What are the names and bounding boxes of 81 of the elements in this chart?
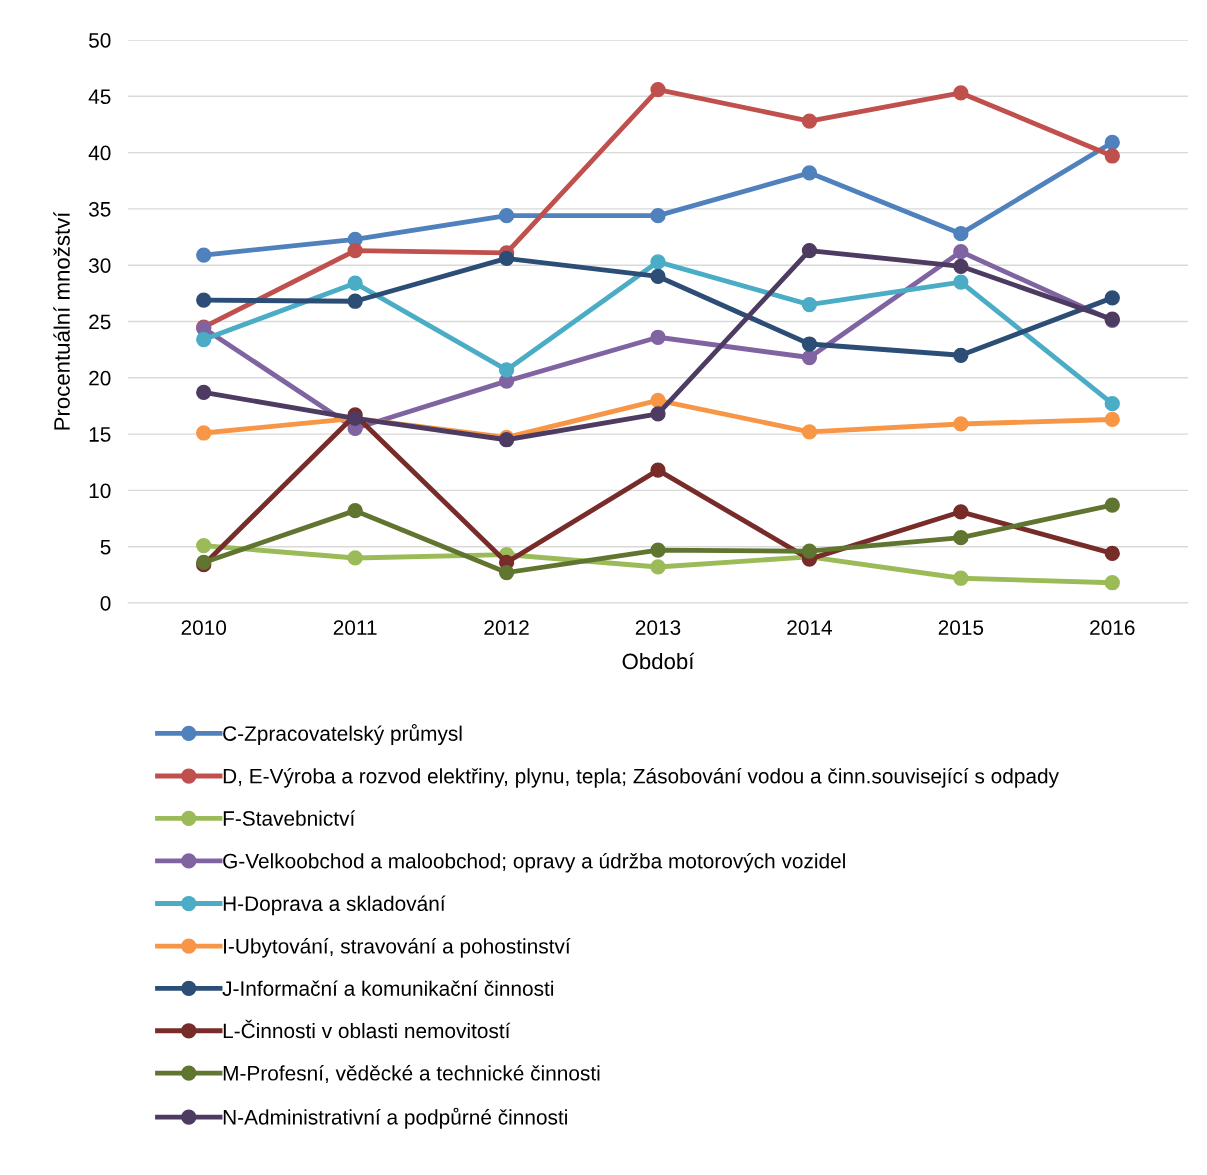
point bbox=[1104, 148, 1120, 164]
legend-label: F-Stavebnictví bbox=[223, 810, 356, 826]
point bbox=[196, 247, 212, 263]
y-tick-label: 35 bbox=[88, 201, 111, 217]
point bbox=[347, 503, 363, 519]
legend-label: H-Doprava a skladování bbox=[223, 895, 446, 916]
point bbox=[801, 113, 818, 129]
point bbox=[953, 274, 969, 290]
point bbox=[650, 392, 666, 408]
y-axis-title: Procentuální množství bbox=[53, 211, 70, 430]
point bbox=[498, 250, 515, 267]
point bbox=[953, 226, 969, 242]
legend-label: I-Ubytování, stravování a pohostinství bbox=[224, 938, 571, 958]
y-tick-label: 20 bbox=[89, 370, 111, 386]
point bbox=[347, 242, 363, 259]
point bbox=[347, 550, 363, 566]
point bbox=[650, 254, 666, 270]
legend-label: C-Zpracovatelský průmysl bbox=[223, 723, 462, 746]
point bbox=[801, 296, 818, 313]
point bbox=[953, 85, 969, 101]
point bbox=[650, 559, 666, 575]
point bbox=[1104, 134, 1120, 151]
point bbox=[347, 293, 363, 309]
point bbox=[196, 331, 212, 348]
point bbox=[1104, 411, 1120, 428]
y-tick-label: 40 bbox=[88, 145, 111, 161]
point bbox=[650, 406, 666, 422]
point bbox=[650, 81, 666, 98]
x-tick-label: 2015 bbox=[938, 620, 984, 635]
legend-label: N-Administrativní a podpůrné činnosti bbox=[223, 1107, 567, 1129]
point bbox=[498, 208, 515, 224]
x-tick-label: 2010 bbox=[181, 620, 227, 635]
point bbox=[953, 504, 969, 520]
x-tick-label: 2011 bbox=[333, 620, 377, 635]
point bbox=[650, 208, 666, 224]
y-tick-label: 45 bbox=[88, 89, 111, 105]
point bbox=[650, 329, 666, 345]
point bbox=[196, 292, 212, 308]
point bbox=[498, 362, 515, 378]
point bbox=[347, 275, 363, 291]
legend-label: L-Činnosti v oblasti nemovitostí bbox=[223, 1019, 511, 1039]
point bbox=[650, 268, 666, 285]
point bbox=[801, 336, 818, 352]
point bbox=[953, 347, 969, 363]
y-tick-label: 15 bbox=[89, 427, 111, 442]
point bbox=[801, 349, 818, 366]
point bbox=[1104, 497, 1120, 513]
point bbox=[1104, 290, 1120, 306]
y-tick-label: 50 bbox=[89, 33, 111, 48]
point bbox=[801, 165, 818, 181]
point bbox=[1104, 575, 1120, 591]
x-tick-label: 2014 bbox=[787, 620, 832, 635]
x-tick-label: 2012 bbox=[484, 620, 529, 635]
x-tick-label: 2013 bbox=[635, 620, 681, 635]
y-tick-label: 30 bbox=[88, 258, 111, 273]
point bbox=[196, 537, 212, 554]
point bbox=[196, 384, 212, 401]
point bbox=[953, 244, 969, 260]
point bbox=[953, 570, 969, 586]
point bbox=[650, 462, 666, 478]
point bbox=[650, 542, 666, 558]
legend-label: M-Profesní, věděcké a technické činnosti bbox=[223, 1065, 600, 1084]
y-tick-label: 0 bbox=[100, 596, 111, 611]
point bbox=[1104, 545, 1120, 562]
y-tick-label: 5 bbox=[100, 539, 111, 555]
point bbox=[498, 564, 515, 581]
point bbox=[953, 258, 969, 274]
legend-label: G-Velkoobchod a maloobchod; opravy a údržba motorových vozidel bbox=[223, 852, 845, 873]
point bbox=[953, 530, 969, 546]
y-tick-label: 25 bbox=[89, 314, 111, 330]
y-tick-label: 10 bbox=[89, 483, 111, 499]
point bbox=[801, 543, 818, 559]
point bbox=[1104, 396, 1120, 412]
point bbox=[953, 416, 969, 432]
x-axis-title: Období bbox=[622, 652, 695, 670]
point bbox=[801, 424, 818, 440]
legend-label: J-Informační a komunikační činnosti bbox=[222, 980, 554, 996]
legend-label: D, E-Výroba a rozvod elektřiny, plynu, tepla; Zásobování vodou a činn.související s odpady bbox=[223, 767, 1059, 788]
x-tick-label: 2016 bbox=[1090, 620, 1135, 635]
point bbox=[801, 242, 818, 259]
point bbox=[196, 425, 212, 441]
